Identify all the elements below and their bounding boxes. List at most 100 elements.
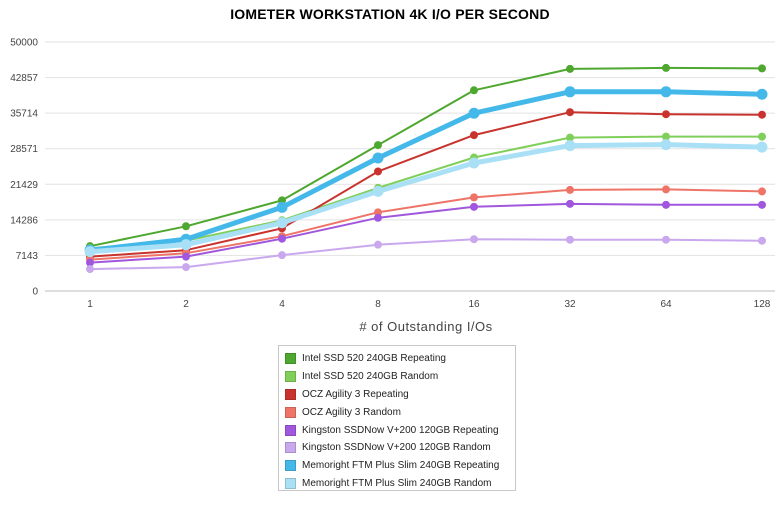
y-tick-label: 21429 <box>10 180 38 191</box>
x-tick-label: 2 <box>183 299 189 310</box>
data-point <box>182 222 190 231</box>
data-point <box>372 152 384 164</box>
x-tick-label: 64 <box>660 299 672 310</box>
legend-swatch <box>285 477 296 489</box>
data-point <box>662 110 670 119</box>
data-point <box>374 141 382 150</box>
data-point <box>758 187 766 196</box>
data-point <box>566 235 574 244</box>
legend-label: Intel SSD 520 240GB Random <box>302 371 439 383</box>
data-point <box>182 263 190 272</box>
legend-swatch <box>285 353 296 365</box>
data-point <box>662 132 670 141</box>
x-axis-title: # of Outstanding I/Os <box>359 319 492 334</box>
data-point <box>662 63 670 72</box>
y-tick-label: 28571 <box>10 144 38 155</box>
series-line <box>89 238 763 271</box>
data-point <box>470 235 478 244</box>
data-point <box>372 185 384 197</box>
data-point <box>566 199 574 208</box>
data-point <box>662 200 670 209</box>
x-tick-label: 128 <box>754 299 771 310</box>
data-point <box>470 131 478 140</box>
chart-plot: 0 7143 14286 21429 28571 35714 42857 50000 1 2 4 8… <box>10 38 775 334</box>
data-point <box>566 108 574 117</box>
data-point <box>468 107 480 119</box>
legend-swatch <box>285 460 296 472</box>
series-line <box>89 111 763 258</box>
data-point <box>758 64 766 73</box>
data-point <box>470 202 478 211</box>
data-point <box>566 64 574 73</box>
x-tick-label: 8 <box>375 299 381 310</box>
data-point <box>468 157 480 169</box>
legend-swatch <box>285 406 296 418</box>
legend-swatch <box>285 388 296 400</box>
legend-label: Kingston SSDNow V+200 120GB Random <box>302 442 491 454</box>
y-tick-label: 14286 <box>10 215 38 226</box>
data-point <box>758 236 766 245</box>
legend: Intel SSD 520 240GB Repeating Intel SSD 5… <box>278 345 516 491</box>
data-point <box>756 88 768 100</box>
legend-item: Intel SSD 520 240GB Repeating <box>285 350 515 368</box>
data-point <box>564 140 576 152</box>
data-point <box>374 240 382 249</box>
series-line <box>89 66 763 248</box>
legend-item: Kingston SSDNow V+200 120GB Repeating <box>285 421 515 439</box>
data-point <box>566 185 574 194</box>
data-point <box>182 252 190 261</box>
series-5 <box>86 199 766 267</box>
legend-item: Intel SSD 520 240GB Random <box>285 368 515 386</box>
y-tick-label: 7143 <box>16 251 39 262</box>
data-point <box>758 110 766 119</box>
gridlines <box>45 41 775 292</box>
data-point <box>374 208 382 217</box>
legend-label: OCZ Agility 3 Repeating <box>302 388 409 400</box>
y-axis-ticks: 0 7143 14286 21429 28571 35714 42857 50000 <box>10 38 38 298</box>
x-tick-label: 1 <box>87 299 93 310</box>
data-point <box>470 193 478 202</box>
legend-swatch <box>285 371 296 383</box>
series-line <box>89 142 763 255</box>
legend-label: Kingston SSDNow V+200 120GB Repeating <box>302 424 499 436</box>
series-line <box>89 89 763 253</box>
x-tick-label: 4 <box>279 299 285 310</box>
data-point <box>278 234 286 243</box>
y-tick-label: 50000 <box>10 38 38 49</box>
legend-label: Memoright FTM Plus Slim 240GB Random <box>302 477 492 489</box>
data-point <box>86 258 94 267</box>
data-point <box>758 132 766 141</box>
x-axis-ticks: 1 2 4 8 16 32 64 128 <box>87 299 771 310</box>
data-point <box>660 139 672 151</box>
data-point <box>374 167 382 176</box>
series-line <box>89 188 763 261</box>
data-point <box>756 141 768 153</box>
data-point <box>84 246 96 258</box>
data-point <box>374 213 382 222</box>
data-point <box>660 86 672 98</box>
series-lines <box>84 63 768 274</box>
legend-label: Intel SSD 520 240GB Repeating <box>302 353 446 365</box>
series-line <box>89 135 762 250</box>
legend-item: Memoright FTM Plus Slim 240GB Random <box>285 475 515 493</box>
legend-swatch <box>285 424 296 436</box>
series-1 <box>86 63 766 251</box>
data-point <box>564 86 576 98</box>
data-point <box>662 185 670 194</box>
legend-item: OCZ Agility 3 Random <box>285 403 515 421</box>
data-point <box>278 251 286 260</box>
data-point <box>566 133 574 142</box>
data-point <box>758 200 766 209</box>
data-point <box>276 217 288 229</box>
data-point <box>86 265 94 274</box>
series-6 <box>86 235 766 274</box>
x-tick-label: 16 <box>468 299 480 310</box>
chart-title: IOMETER WORKSTATION 4K I/O PER SECOND <box>230 6 550 22</box>
series-line <box>89 202 762 264</box>
x-tick-label: 32 <box>564 299 576 310</box>
legend-swatch <box>285 442 296 454</box>
series-8 <box>84 139 768 258</box>
series-4 <box>86 185 766 264</box>
legend-label: Memoright FTM Plus Slim 240GB Repeating <box>302 460 500 472</box>
y-tick-label: 35714 <box>10 109 38 120</box>
